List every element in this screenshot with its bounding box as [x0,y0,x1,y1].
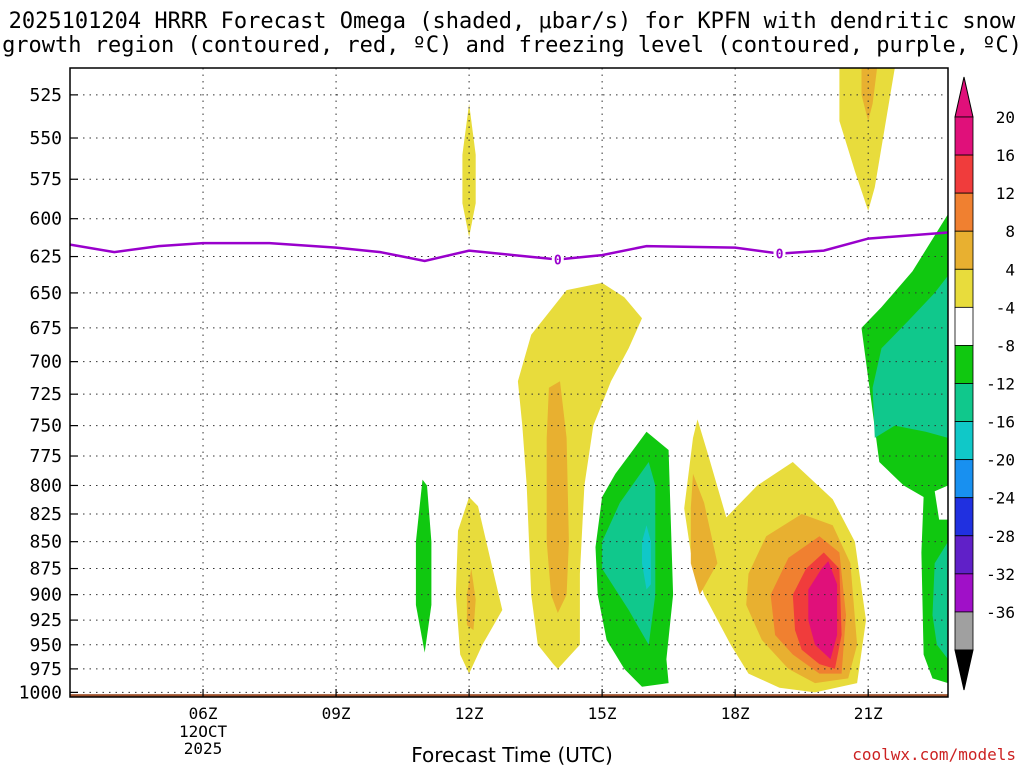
colorbar-label: -20 [986,451,1015,470]
colorbar-swatch [954,383,974,422]
omega-region-teal-15z [602,462,656,645]
freezing-level-label: 0 [554,254,562,269]
y-tick-label: 575 [29,169,62,190]
plot-frame [69,67,949,698]
omega-region-green-11z [415,479,432,653]
colorbar-label: -36 [986,603,1015,622]
y-tick-label: 900 [29,585,62,606]
chart-title-line2: growth region (contoured, red, ºC) and f… [2,33,1022,58]
colorbar-label: 16 [996,146,1015,165]
omega-region-orange-14z-core [546,381,569,613]
y-tick-label: 950 [29,635,62,656]
colorbar-bottom-arrow [954,649,974,691]
colorbar-label: 8 [1005,222,1015,241]
colorbar-swatch [954,116,974,156]
y-tick-label: 925 [29,610,62,631]
x-tick-label: 09Z [322,704,351,723]
y-tick-label: 600 [29,209,62,230]
x-tick-label: 06Z [189,704,218,723]
x-tick-label: 15Z [588,704,617,723]
terrain-strip [70,694,948,697]
colorbar-swatch [954,459,974,499]
freezing-level-line [70,231,948,263]
omega-region-yellow-21z-upper [839,68,895,211]
colorbar-swatch [954,611,974,651]
colorbar-swatch [954,192,974,232]
x-tick-label: 21Z [854,704,883,723]
omega-region-orange-21z-upper [861,68,878,121]
colorbar-label: 4 [1005,260,1015,279]
y-tick-label: 975 [29,659,62,680]
y-tick-label: 675 [29,318,62,339]
x-tick-label: 18Z [721,704,750,723]
freezing-label-bg [773,245,786,262]
y-tick-label: 550 [29,128,62,149]
x-axis-label: Forecast Time (UTC) [411,743,613,767]
omega-region-magenta-20z [808,561,838,660]
colorbar-swatch [954,345,974,384]
colorbar-label: 12 [996,184,1015,203]
colorbar-swatch [954,230,974,270]
colorbar-swatch [954,573,974,613]
colorbar-swatch [954,497,974,537]
colorbar-label: -32 [986,565,1015,584]
y-tick-label: 1000 [19,682,62,703]
y-tick-label: 825 [29,504,62,525]
y-tick-label: 800 [29,475,62,496]
colorbar-swatch [954,421,974,461]
colorbar-swatch [954,306,974,346]
omega-region-teal-21z [872,275,948,438]
colorbar-top-arrow [954,76,974,118]
y-tick-label: 650 [29,283,62,304]
omega-region-orange-17z [690,473,718,595]
chart-title-line1: 2025101204 HRRR Forecast Omega (shaded, … [8,9,1016,34]
omega-region-yellow-12z-lower [455,497,503,674]
y-tick-label: 775 [29,446,62,467]
y-tick-label: 725 [29,384,62,405]
omega-region-yellow-12z-upper [462,103,476,238]
colorbar-swatch [954,535,974,575]
y-tick-label: 700 [29,352,62,373]
x-tick-date: 12OCT [179,722,228,741]
source-credit: coolwx.com/models [852,745,1016,764]
freezing-level-label: 0 [776,248,784,263]
y-tick-label: 875 [29,559,62,580]
y-tick-label: 625 [29,247,62,268]
y-tick-label: 750 [29,416,62,437]
colorbar-label: -24 [986,489,1015,508]
colorbar-label: -16 [986,413,1015,432]
colorbar-label: -12 [986,375,1015,394]
colorbar-label: -4 [996,298,1015,317]
colorbar-label: -8 [996,336,1015,355]
colorbar-label: -28 [986,527,1015,546]
x-tick-label: 12Z [455,704,484,723]
colorbar-label: 20 [996,108,1015,127]
y-tick-label: 525 [29,85,62,106]
omega-region-teal-21z-lower [932,541,948,660]
x-tick-year: 2025 [184,739,223,758]
colorbar-swatch [954,268,974,308]
colorbar-swatch [954,154,974,194]
freezing-label-bg [551,251,564,268]
y-tick-label: 850 [29,532,62,553]
omega-region-yellow-14z-tall [517,282,642,669]
